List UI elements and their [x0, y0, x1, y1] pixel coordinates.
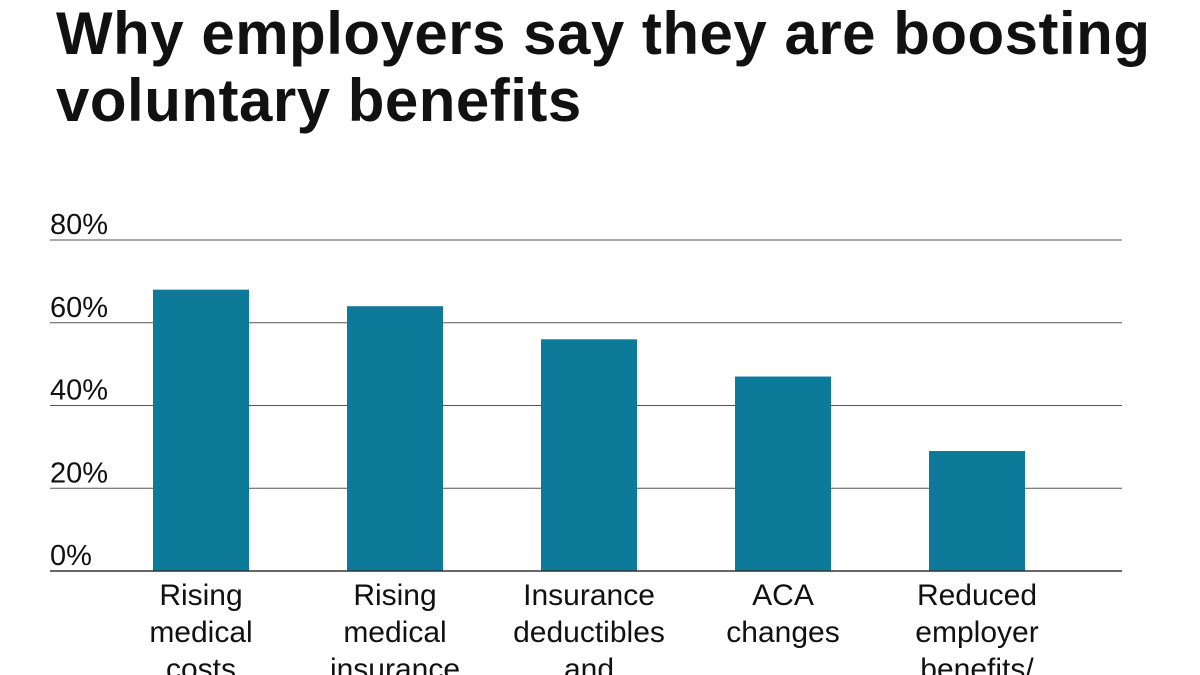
bar	[347, 306, 443, 571]
category-label: Rising medical insurance	[330, 579, 460, 675]
category-labels: Rising medical costs Rising medical insurance…	[149, 579, 1038, 675]
category-label: Rising medical costs	[149, 579, 252, 675]
y-tick-label: 40%	[50, 375, 108, 407]
bar	[735, 376, 831, 571]
y-tick-label: 0%	[50, 540, 92, 572]
bars	[153, 289, 1025, 571]
bar	[153, 289, 249, 571]
y-tick-label: 60%	[50, 292, 108, 324]
category-label: Reduced employer benefits/	[915, 579, 1038, 675]
y-tick-label: 20%	[50, 457, 108, 489]
bar	[541, 339, 637, 571]
chart-title: Why employers say they are boosting volu…	[56, 0, 1151, 134]
category-label: ACA changes	[726, 579, 839, 649]
y-tick-label: 80%	[50, 209, 108, 241]
category-label: Insurance deductibles and	[513, 579, 665, 675]
bar	[929, 451, 1025, 571]
y-axis-ticks: 0% 20% 40% 60% 80%	[50, 209, 108, 572]
